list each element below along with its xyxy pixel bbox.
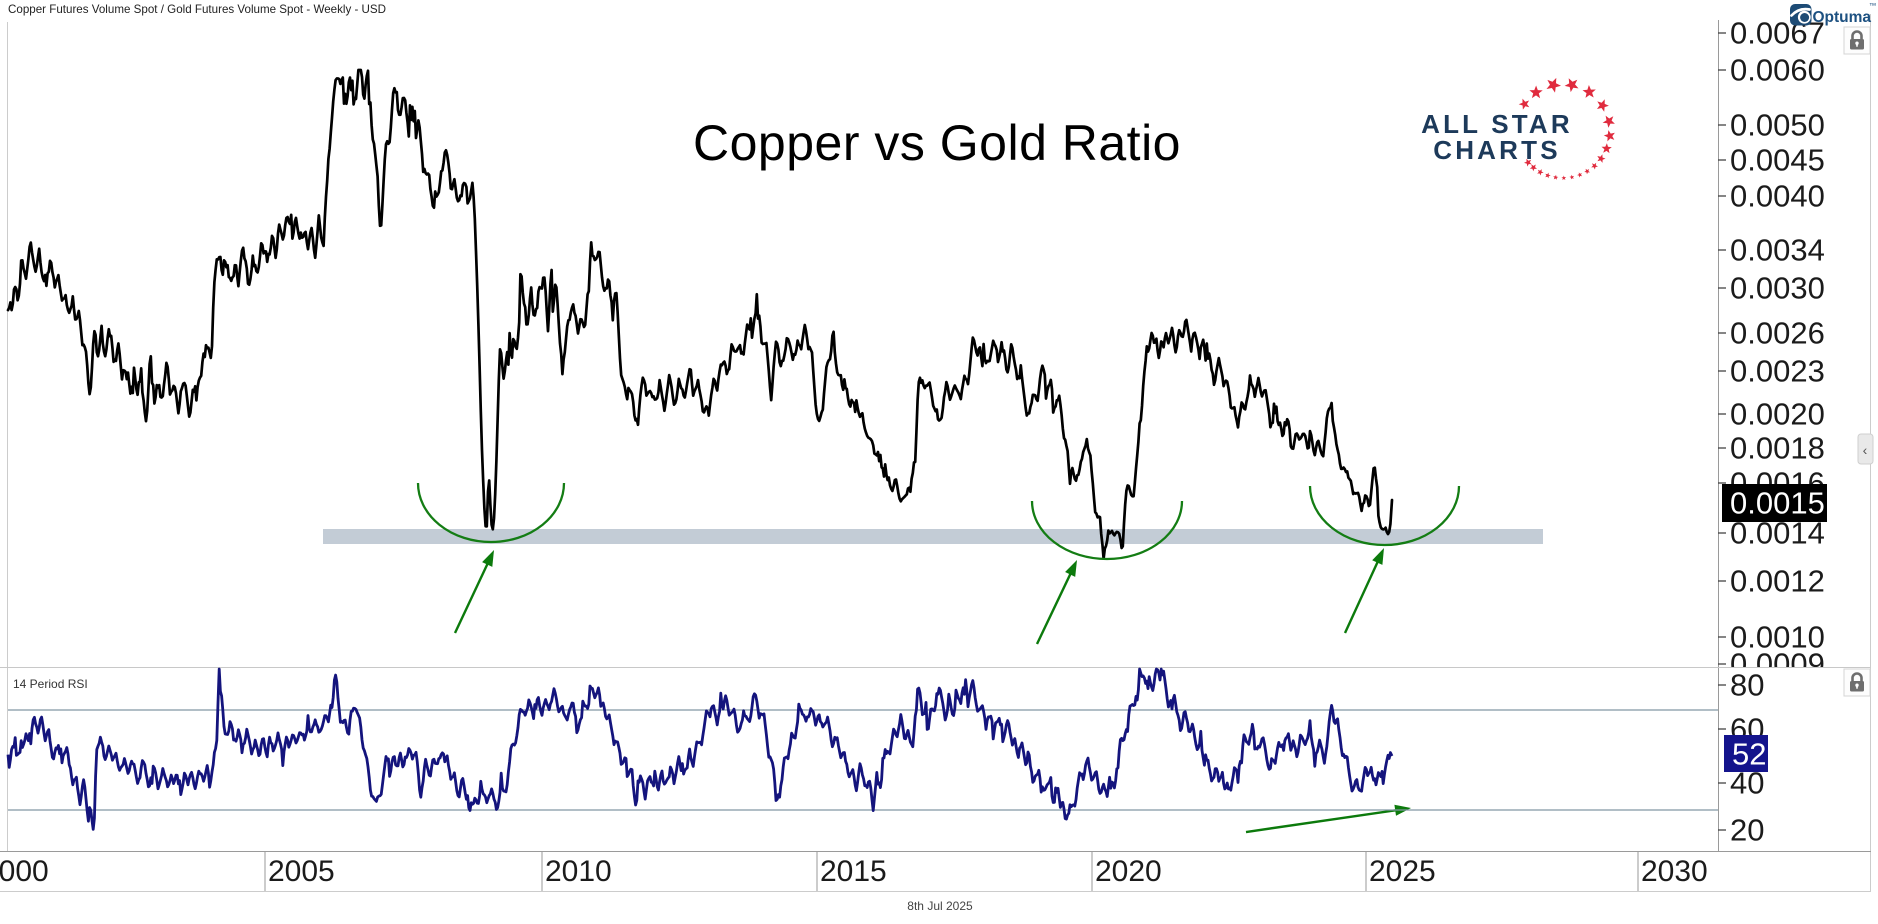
svg-text:8th Jul 2025: 8th Jul 2025 — [907, 899, 973, 913]
svg-text:0.0060: 0.0060 — [1730, 53, 1825, 88]
svg-text:0.0010: 0.0010 — [1730, 620, 1825, 655]
svg-text:0.0034: 0.0034 — [1730, 233, 1825, 268]
svg-text:2020: 2020 — [1095, 855, 1162, 888]
svg-text:™: ™ — [1869, 1, 1877, 10]
svg-text:80: 80 — [1730, 668, 1764, 703]
svg-text:2015: 2015 — [820, 855, 887, 888]
svg-text:2005: 2005 — [268, 855, 335, 888]
svg-text:CHARTS: CHARTS — [1433, 135, 1561, 165]
svg-text:2030: 2030 — [1641, 855, 1708, 888]
svg-text:0.0026: 0.0026 — [1730, 316, 1825, 351]
svg-text:20: 20 — [1730, 813, 1764, 848]
svg-text:‹: ‹ — [1863, 442, 1868, 458]
svg-text:0.0040: 0.0040 — [1730, 179, 1825, 214]
svg-text:0.0045: 0.0045 — [1730, 143, 1825, 178]
svg-text:2025: 2025 — [1369, 855, 1436, 888]
svg-text:0.0023: 0.0023 — [1730, 354, 1825, 389]
svg-text:0.0018: 0.0018 — [1730, 431, 1825, 466]
svg-text:Copper Futures Volume Spot / G: Copper Futures Volume Spot / Gold Future… — [8, 3, 386, 16]
svg-text:0.0050: 0.0050 — [1730, 108, 1825, 143]
svg-text:Optuma: Optuma — [1813, 9, 1872, 26]
svg-text:0.0015: 0.0015 — [1730, 486, 1825, 521]
svg-text:0.0012: 0.0012 — [1730, 564, 1825, 599]
svg-text:2010: 2010 — [545, 855, 612, 888]
svg-text:0.0030: 0.0030 — [1730, 271, 1825, 306]
svg-text:14 Period RSI: 14 Period RSI — [13, 677, 88, 691]
svg-text:0.0009: 0.0009 — [1730, 647, 1825, 682]
svg-text:52: 52 — [1732, 737, 1766, 772]
svg-text:ALL STAR: ALL STAR — [1421, 109, 1573, 139]
svg-text:0.0020: 0.0020 — [1730, 397, 1825, 432]
svg-text:Copper vs Gold Ratio: Copper vs Gold Ratio — [693, 115, 1181, 171]
